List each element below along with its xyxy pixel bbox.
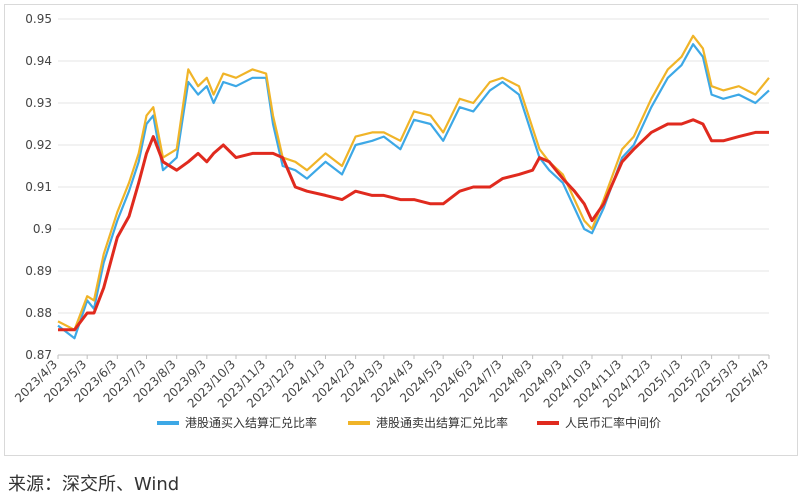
y-axis-ticks: 0.87 0.88 0.89 0.9 0.91 0.92 0.93 0.94 0.95 <box>25 12 52 362</box>
y-tick-label: 0.87 <box>25 348 52 362</box>
chart-frame: 0.87 0.88 0.89 0.9 0.91 0.92 0.93 0.94 0.95 2023… <box>4 4 798 456</box>
source-note: 来源：深交所、Wind <box>8 474 180 495</box>
y-tick-label: 0.95 <box>25 12 52 26</box>
series-layer <box>57 34 770 340</box>
y-tick-label: 0.93 <box>25 96 52 110</box>
exchange-rate-chart: 0.87 0.88 0.89 0.9 0.91 0.92 0.93 0.94 0.95 2023… <box>12 12 771 430</box>
legend: 港股通买入结算汇兑比率 港股通卖出结算汇兑比率 人民币汇率中间价 <box>157 415 661 430</box>
legend-label: 人民币汇率中间价 <box>565 415 661 430</box>
y-tick-label: 0.88 <box>25 306 52 320</box>
y-tick-label: 0.92 <box>25 138 52 152</box>
series-line-1 <box>57 43 770 340</box>
legend-label: 港股通买入结算汇兑比率 <box>185 415 317 430</box>
y-tick-label: 0.9 <box>33 222 52 236</box>
y-tick-label: 0.89 <box>25 264 52 278</box>
x-axis-ticks: 2023/4/32023/5/32023/6/32023/7/32023/8/3… <box>12 355 771 411</box>
grid-layer <box>58 18 769 356</box>
series-line-3 <box>58 118 769 332</box>
y-tick-label: 0.91 <box>25 180 52 194</box>
series-line-2 <box>57 34 770 331</box>
legend-label: 港股通卖出结算汇兑比率 <box>376 415 508 430</box>
y-tick-label: 0.94 <box>25 54 52 68</box>
